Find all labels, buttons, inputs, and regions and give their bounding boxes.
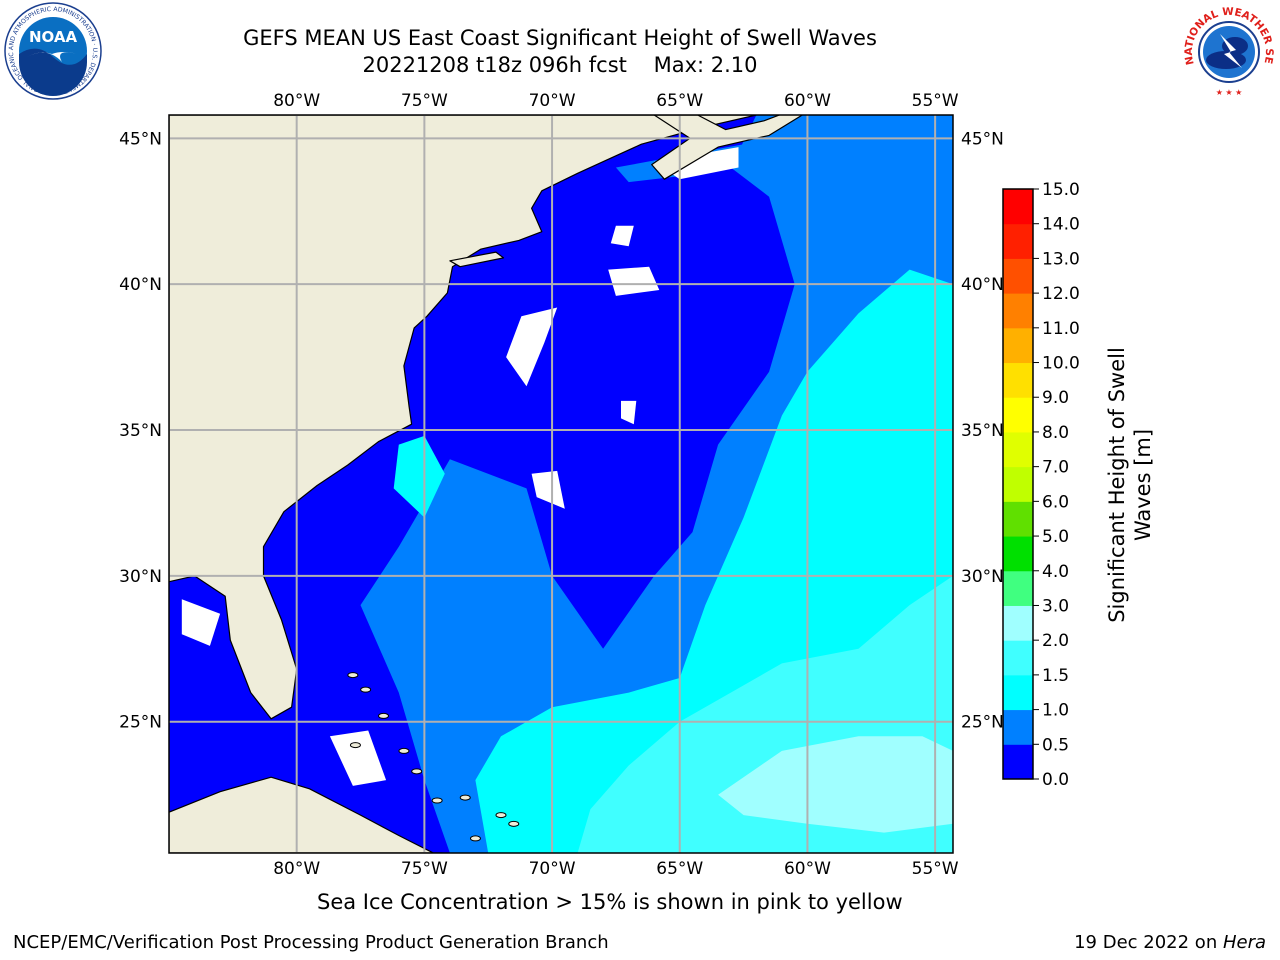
map-layers [169,115,953,853]
missing-data-patch [181,599,221,646]
missing-data-patch [329,730,387,786]
machine-name: Hera [1222,932,1266,953]
missing-data-patch [506,307,558,387]
lon-tick-label-top: 70°W [529,91,576,111]
missing-data-patch [621,400,637,425]
lat-tick-label-left: 45°N [119,129,162,149]
svg-text:★ ★ ★: ★ ★ ★ [1216,88,1243,97]
lon-tick-label-top: 60°W [784,91,831,111]
lon-tick-label-bottom: 60°W [784,859,831,879]
lat-tick-label-left: 25°N [119,713,162,733]
land-long-island [449,251,505,268]
nws-logo-icon: NATIONAL WEATHER SERVICE ★ ★ ★ [1180,2,1276,98]
map-title: GEFS MEAN US East Coast Significant Heig… [243,26,877,50]
land-nova-scotia [651,115,803,180]
lat-tick-label-right: 40°N [961,275,1004,295]
colorbar-label-line2: Waves [m] [1131,428,1155,542]
noaa-logo-icon: NATIONAL OCEANIC AND ATMOSPHERIC ADMINIS… [2,2,102,100]
date-stamp: 19 Dec 2022 on Hera [1074,932,1266,953]
colorbar-label-line1: Significant Height of Swell [1105,347,1129,623]
missing-data-patch [610,225,634,247]
island [469,835,481,842]
lon-tick-label-bottom: 70°W [529,859,576,879]
lon-tick-label-top: 65°W [656,91,703,111]
sea-ice-note: Sea Ice Concentration > 15% is shown in … [317,890,903,914]
lat-tick-label-right: 35°N [961,421,1004,441]
island [398,747,410,754]
island [349,742,361,749]
forecast-subtitle: 20221208 t18z 096h fcst Max: 2.10 [362,53,758,77]
island [347,672,359,679]
island [360,686,372,693]
lat-tick-label-right: 45°N [961,129,1004,149]
lon-tick-label-bottom: 80°W [273,859,320,879]
lon-tick-label-top: 75°W [401,91,448,111]
lat-tick-label-left: 30°N [119,567,162,587]
credit-line: NCEP/EMC/Verification Post Processing Pr… [13,932,609,953]
island [378,712,390,719]
lat-tick-label-left: 35°N [119,421,162,441]
lon-tick-label-top: 55°W [912,91,959,111]
lat-tick-label-right: 25°N [961,713,1004,733]
island [495,812,507,819]
island [411,768,423,775]
island [508,820,520,827]
lat-tick-label-right: 30°N [961,567,1004,587]
date-text: 19 Dec 2022 on [1074,932,1223,953]
missing-data-patch [531,470,565,509]
lon-tick-label-bottom: 75°W [401,859,448,879]
missing-data-patch [608,266,660,296]
map-frame [168,114,954,854]
lon-tick-label-bottom: 55°W [912,859,959,879]
swell-zone-1p0-1p5-hatteras [393,435,445,518]
lon-tick-label-top: 80°W [273,91,320,111]
island [431,797,443,804]
lat-tick-label-left: 40°N [119,275,162,295]
swell-zone-2p0-3p0 [718,736,953,833]
noaa-logo-text: NOAA [29,28,78,46]
lon-tick-label-bottom: 65°W [656,859,703,879]
land-cuba [169,776,443,853]
land-north-america [169,115,758,720]
island [459,794,471,801]
